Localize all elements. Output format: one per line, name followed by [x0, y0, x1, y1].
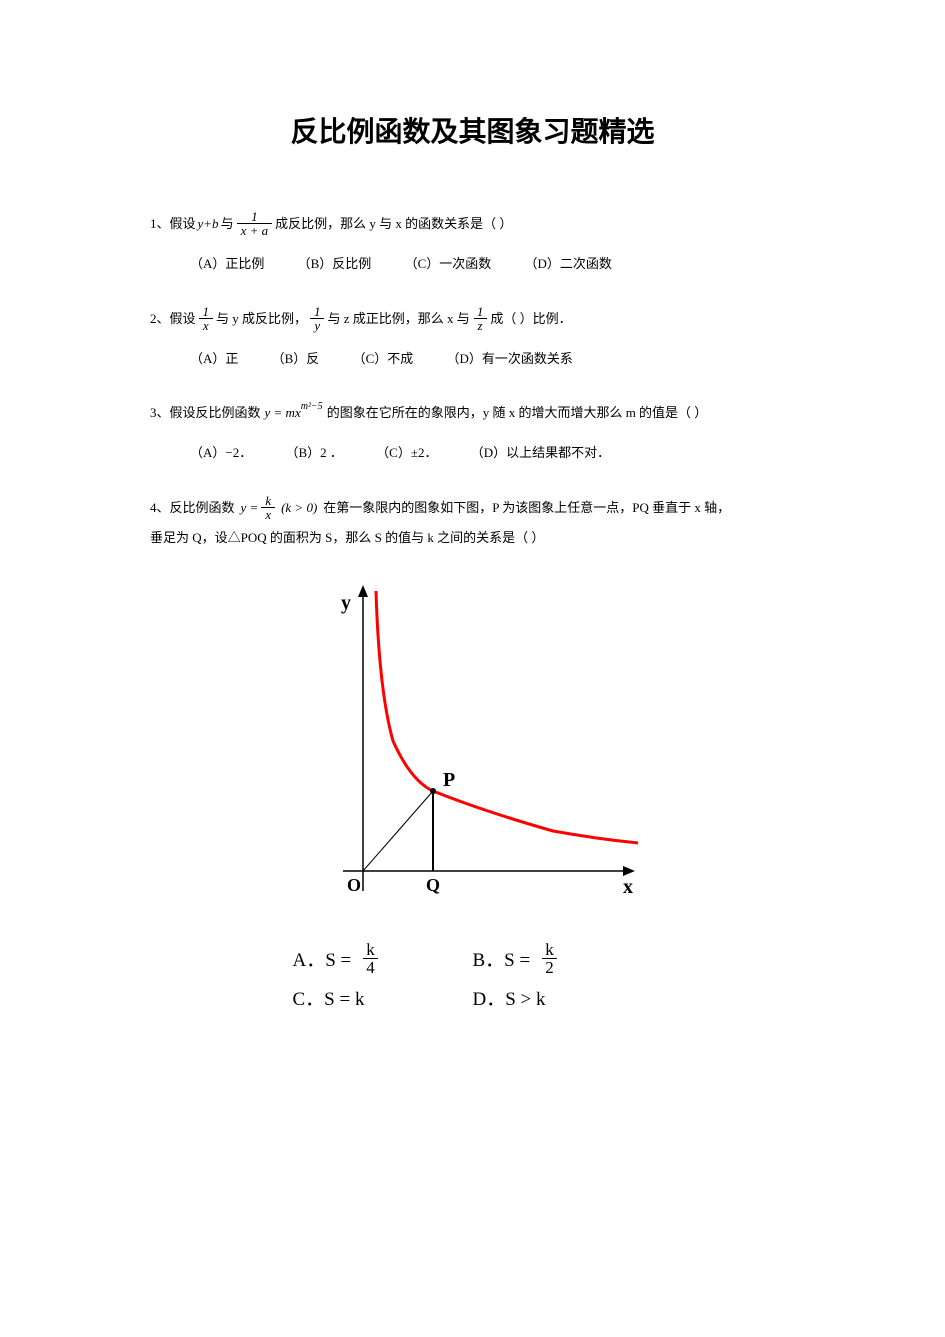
q2-optC: （C）不成	[353, 351, 414, 366]
Q-label: Q	[426, 875, 440, 895]
q3-options: （A）−2． （B）2 ． （C）±2． （D）以上结果都不对．	[150, 440, 795, 466]
q1-frac-num: 1	[247, 210, 262, 223]
x-label: x	[623, 876, 633, 898]
q1-optA: （A）正比例	[190, 256, 264, 271]
q4-b-frac: k 2	[542, 941, 557, 976]
P-point	[430, 788, 436, 794]
q3-formula: y = mx m²−5	[265, 400, 323, 426]
q2-t3: 成（ ）比例．	[490, 306, 571, 332]
P-label: P	[443, 769, 455, 791]
question-4: 4、反比例函数 y = k x (k > 0) 在第一象限内的图象如下图，P 为…	[150, 494, 795, 551]
q4-cond: (k > 0)	[281, 495, 317, 521]
q4-a-lbl: A．S =	[293, 945, 352, 972]
q4-d-lbl: D．S > k	[473, 984, 546, 1011]
q2-t2: 与 z 成正比例，那么 x 与	[328, 306, 470, 332]
q4-optC: C．S = k	[293, 984, 473, 1011]
reciprocal-curve	[376, 591, 638, 843]
y-label: y	[341, 592, 351, 614]
q2-f2n: 1	[310, 305, 325, 318]
q2-f1n: 1	[199, 305, 214, 318]
page-title: 反比例函数及其图象习题精选	[150, 110, 795, 150]
q2-optB: （B）反	[272, 351, 320, 366]
q4-answer-row1: A．S = k 4 B．S = k 2	[293, 941, 653, 976]
q1-optD: （D）二次函数	[524, 256, 611, 271]
q3-optB: （B）2 ．	[285, 445, 342, 460]
chart-svg: y x O P Q	[303, 581, 643, 921]
q1-optB: （B）反比例	[298, 256, 372, 271]
q3-optD: （D）以上结果都不对．	[471, 445, 610, 460]
q1-options: （A）正比例 （B）反比例 （C）一次函数 （D）二次函数	[150, 251, 795, 277]
q3-optC: （C）±2．	[376, 445, 437, 460]
q4-answers: A．S = k 4 B．S = k 2 C．S = k D．S > k	[293, 941, 653, 1011]
q3-optA: （A）−2．	[190, 445, 252, 460]
q2-optD: （D）有一次函数关系	[446, 351, 572, 366]
q2-f3n: 1	[473, 305, 488, 318]
question-1: 1、假设 y+b 与 1 x + a 成反比例，那么 y 与 x 的函数关系是（…	[150, 210, 795, 277]
q1-fraction: 1 x + a	[237, 210, 273, 237]
q1-optC: （C）一次函数	[405, 256, 492, 271]
q4-a-frac: k 4	[363, 941, 378, 976]
q4-kfrac: k x	[261, 494, 275, 521]
q4-b-n: k	[542, 941, 557, 958]
q4-b-d: 2	[542, 958, 557, 976]
q3-formula-exp: m²−5	[301, 397, 323, 417]
q1-text: 1、假设 y+b 与 1 x + a 成反比例，那么 y 与 x 的函数关系是（…	[150, 210, 795, 237]
q3-text: 3、假设反比例函数 y = mx m²−5 的图象在它所在的象限内，y 随 x …	[150, 400, 795, 426]
q4-y-eq: y =	[241, 495, 259, 521]
q2-text: 2、假设 1 x 与 y 成反比例， 1 y 与 z 成正比例，那么 x 与 1…	[150, 305, 795, 332]
y-axis-arrow	[358, 585, 368, 597]
q4-a-n: k	[363, 941, 378, 958]
q4-text: 4、反比例函数 y = k x (k > 0) 在第一象限内的图象如下图，P 为…	[150, 494, 795, 521]
q4-post1: 在第一象限内的图象如下图，P 为该图象上任意一点，PQ 垂直于 x 轴，	[323, 495, 730, 521]
q2-options: （A）正 （B）反 （C）不成 （D）有一次函数关系	[150, 346, 795, 372]
q1-var: y+b	[198, 211, 219, 237]
q3-formula-base: y = mx	[265, 400, 301, 426]
q1-pre: 1、假设	[150, 211, 196, 237]
q4-optD: D．S > k	[473, 984, 653, 1011]
q2-f2d: y	[310, 318, 324, 332]
q4-optB: B．S = k 2	[473, 941, 653, 976]
q4-kn: k	[261, 494, 275, 507]
q4-c-lbl: C．S = k	[293, 984, 365, 1011]
q2-frac2: 1 y	[310, 305, 325, 332]
q1-post: 成反比例，那么 y 与 x 的函数关系是（ ）	[275, 211, 512, 237]
q4-formula: y = k x (k > 0)	[241, 494, 318, 521]
q3-pre: 3、假设反比例函数	[150, 400, 261, 426]
O-label: O	[347, 875, 361, 895]
q4-a-d: 4	[363, 958, 378, 976]
q2-pre: 2、假设	[150, 306, 196, 332]
x-axis-arrow	[623, 866, 635, 876]
OP-line	[363, 791, 433, 871]
question-2: 2、假设 1 x 与 y 成反比例， 1 y 与 z 成正比例，那么 x 与 1…	[150, 305, 795, 372]
q1-mid: 与	[221, 211, 234, 237]
q4-post2: 垂足为 Q，设△POQ 的面积为 S，那么 S 的值与 k 之间的关系是（ ）	[150, 525, 795, 551]
q4-optA: A．S = k 4	[293, 941, 473, 976]
q3-post: 的图象在它所在的象限内，y 随 x 的增大而增大那么 m 的值是（ ）	[327, 400, 708, 426]
q2-frac1: 1 x	[199, 305, 214, 332]
q2-frac3: 1 z	[473, 305, 488, 332]
q2-f1d: x	[199, 318, 213, 332]
q2-f3d: z	[474, 318, 487, 332]
q1-frac-den: x + a	[237, 223, 273, 237]
q4-b-lbl: B．S =	[473, 945, 531, 972]
q4-chart: y x O P Q	[303, 581, 643, 921]
q4-kd: x	[261, 507, 275, 521]
q4-answer-row2: C．S = k D．S > k	[293, 984, 653, 1011]
q2-optA: （A）正	[190, 351, 238, 366]
q4-pre: 4、反比例函数	[150, 495, 235, 521]
question-3: 3、假设反比例函数 y = mx m²−5 的图象在它所在的象限内，y 随 x …	[150, 400, 795, 466]
q2-t1: 与 y 成反比例，	[216, 306, 307, 332]
